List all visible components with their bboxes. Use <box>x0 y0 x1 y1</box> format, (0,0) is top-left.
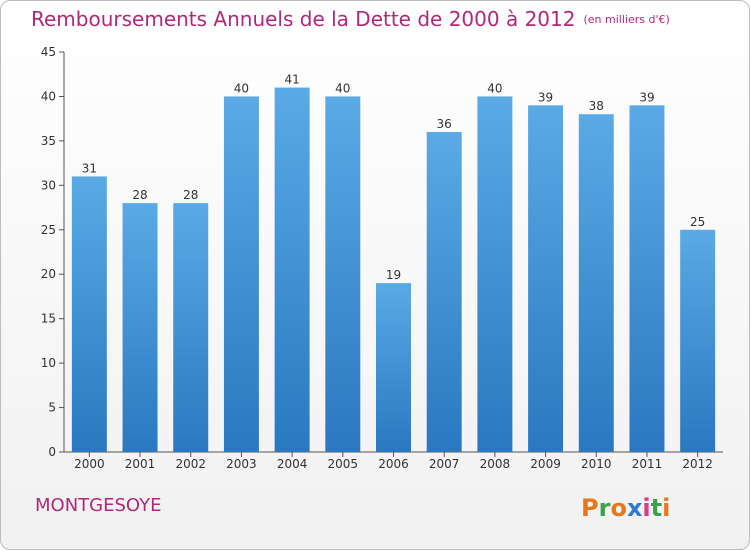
logo-letter: t <box>650 494 663 522</box>
y-tick-label: 45 <box>41 45 56 59</box>
bar-2009 <box>528 105 564 452</box>
x-tick-label: 2001 <box>125 457 156 471</box>
y-tick-label: 20 <box>41 267 56 281</box>
x-tick-label: 2000 <box>74 457 105 471</box>
data-label: 39 <box>538 90 553 104</box>
bar-2001 <box>122 203 158 452</box>
chart-subtitle: (en milliers d'€) <box>583 13 670 26</box>
logo-letter: x <box>626 494 643 522</box>
logo-letter: r <box>598 494 611 522</box>
x-tick-label: 2012 <box>682 457 713 471</box>
data-label: 40 <box>335 81 350 95</box>
x-tick-label: 2011 <box>632 457 663 471</box>
logo-letter: i <box>642 494 651 522</box>
bar-2005 <box>325 96 361 452</box>
bar-2012 <box>680 229 716 452</box>
commune-name: MONTGESOYE <box>35 495 162 516</box>
x-tick-label: 2005 <box>328 457 359 471</box>
bar-2008 <box>477 96 513 452</box>
data-label: 31 <box>82 161 97 175</box>
x-tick-label: 2003 <box>226 457 257 471</box>
y-tick-label: 10 <box>41 356 56 370</box>
bar-2007 <box>426 132 462 452</box>
y-tick-label: 0 <box>48 445 56 459</box>
x-tick-label: 2008 <box>480 457 511 471</box>
y-tick-label: 5 <box>48 401 56 415</box>
data-label: 39 <box>639 90 654 104</box>
bar-2000 <box>71 176 107 452</box>
x-tick-label: 2010 <box>581 457 612 471</box>
x-tick-label: 2009 <box>530 457 561 471</box>
data-label: 28 <box>183 188 198 202</box>
data-label: 41 <box>284 73 299 87</box>
y-tick-label: 15 <box>41 312 56 326</box>
logo-letter: o <box>610 494 627 522</box>
data-label: 36 <box>437 117 452 131</box>
bar-2004 <box>274 87 310 453</box>
logo-letter: P <box>581 494 599 522</box>
chart-title: Remboursements Annuels de la Dette de 20… <box>31 7 576 31</box>
bar-2010 <box>578 114 614 452</box>
bar-chart: 0 5 10 15 20 25 30 35 40 45 2000 31 2001 28 2002 28 200… <box>41 45 723 471</box>
bar-2006 <box>376 283 411 452</box>
bar-2003 <box>223 96 259 452</box>
x-tick-label: 2004 <box>277 457 308 471</box>
data-label: 25 <box>690 215 705 229</box>
logo-letter: i <box>662 494 671 522</box>
y-tick-label: 40 <box>41 89 56 103</box>
y-tick-label: 25 <box>41 223 56 237</box>
x-tick-label: 2002 <box>175 457 206 471</box>
bar-2002 <box>173 203 209 452</box>
chart-title-block: Remboursements Annuels de la Dette de 20… <box>31 7 670 31</box>
data-label: 38 <box>589 99 604 113</box>
data-label: 40 <box>234 81 249 95</box>
data-label: 28 <box>132 188 147 202</box>
x-tick-label: 2007 <box>429 457 460 471</box>
data-label: 40 <box>487 81 502 95</box>
data-label: 19 <box>386 268 401 282</box>
bar-2011 <box>629 105 665 452</box>
x-tick-label: 2006 <box>378 457 409 471</box>
y-tick-label: 35 <box>41 134 56 148</box>
y-tick-label: 30 <box>41 178 56 192</box>
